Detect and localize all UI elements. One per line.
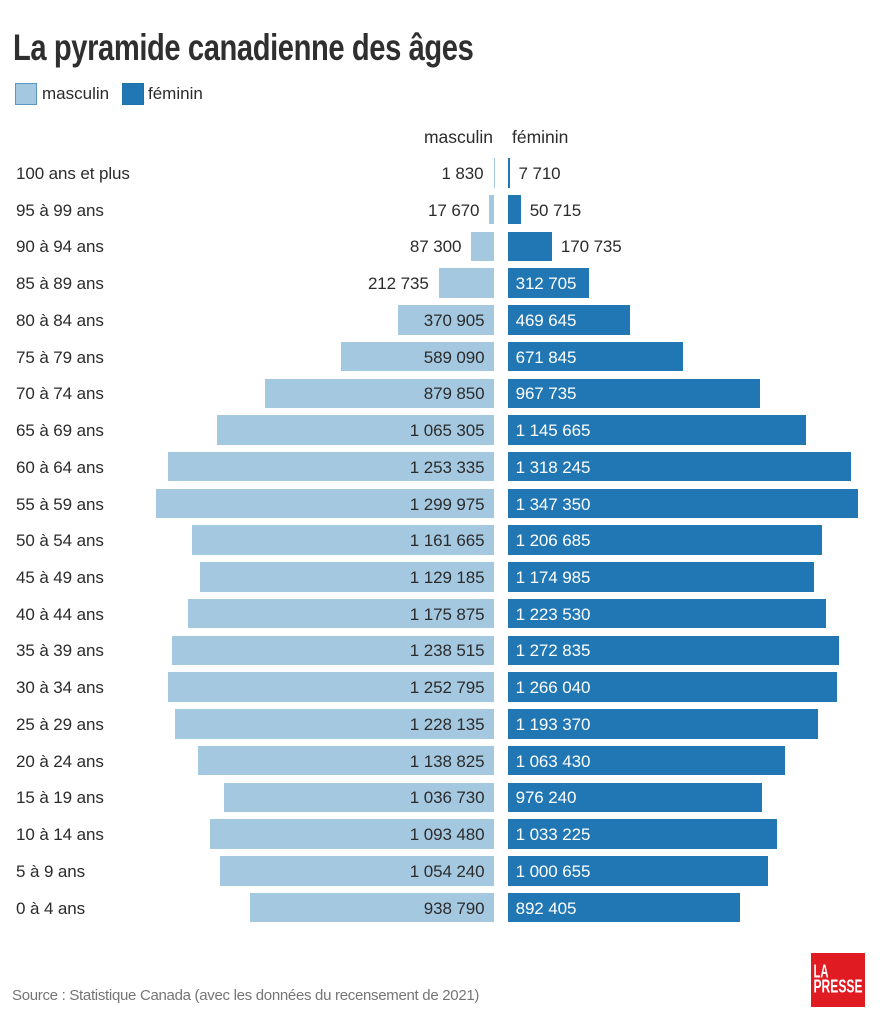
svg-text:PRESSE: PRESSE [814,977,863,997]
svg-text:LA: LA [814,962,829,982]
